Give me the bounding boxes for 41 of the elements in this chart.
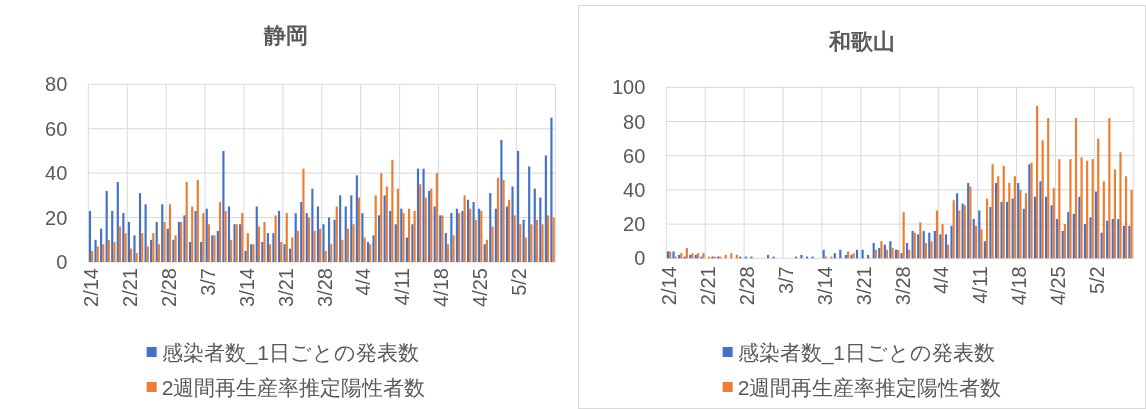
- x-tick-label: 2/14: [80, 268, 103, 307]
- x-tick-label: 4/11: [391, 268, 414, 306]
- x-tick-label: 5/2: [1086, 266, 1109, 295]
- y-tick-label: 20: [45, 206, 68, 229]
- chart-title: 和歌山: [828, 29, 895, 54]
- x-tick-label: 3/21: [274, 268, 297, 307]
- legend-label: 感染者数_1日ごとの発表数: [161, 340, 420, 365]
- x-tick-label: 2/14: [658, 266, 681, 306]
- x-tick-label: 4/11: [969, 266, 992, 304]
- x-tick-label: 3/14: [813, 266, 836, 306]
- x-tick-label: 4/18: [1008, 266, 1031, 306]
- x-tick-label: 2/28: [735, 266, 758, 306]
- y-tick-label: 40: [623, 178, 646, 201]
- y-tick-label: 100: [611, 76, 646, 99]
- y-tick-label: 40: [45, 162, 68, 185]
- x-tick-label: 2/21: [119, 268, 141, 307]
- legend-label: 2週間再生産率推定陽性者数: [737, 375, 1002, 399]
- x-tick-label: 5/2: [508, 268, 531, 296]
- x-tick-label: 3/21: [852, 266, 875, 306]
- y-tick-label: 80: [45, 73, 68, 96]
- x-tick-label: 2/28: [157, 268, 180, 307]
- x-tick-label: 3/28: [313, 268, 336, 307]
- x-tick-label: 3/28: [891, 266, 914, 306]
- y-tick-label: 0: [56, 251, 68, 273]
- x-tick-label: 3/14: [235, 268, 258, 307]
- chart-title: 静岡: [263, 23, 308, 48]
- y-tick-label: 0: [634, 247, 646, 270]
- y-tick-label: 60: [45, 117, 68, 140]
- x-tick-label: 4/4: [352, 268, 375, 296]
- x-tick-label: 4/25: [1047, 266, 1070, 306]
- y-tick-label: 60: [623, 144, 646, 167]
- x-tick-label: 3/7: [774, 266, 797, 295]
- x-tick-label: 2/21: [697, 266, 719, 306]
- legend-label: 2週間再生産率推定陽性者数: [161, 375, 426, 399]
- x-tick-label: 3/7: [196, 268, 219, 296]
- y-tick-label: 80: [623, 110, 646, 133]
- x-tick-label: 4/25: [469, 268, 492, 307]
- x-tick-label: 4/18: [430, 268, 453, 307]
- legend-label: 感染者数_1日ごとの発表数: [737, 340, 996, 365]
- x-tick-label: 4/4: [930, 266, 953, 295]
- y-tick-label: 20: [623, 213, 646, 236]
